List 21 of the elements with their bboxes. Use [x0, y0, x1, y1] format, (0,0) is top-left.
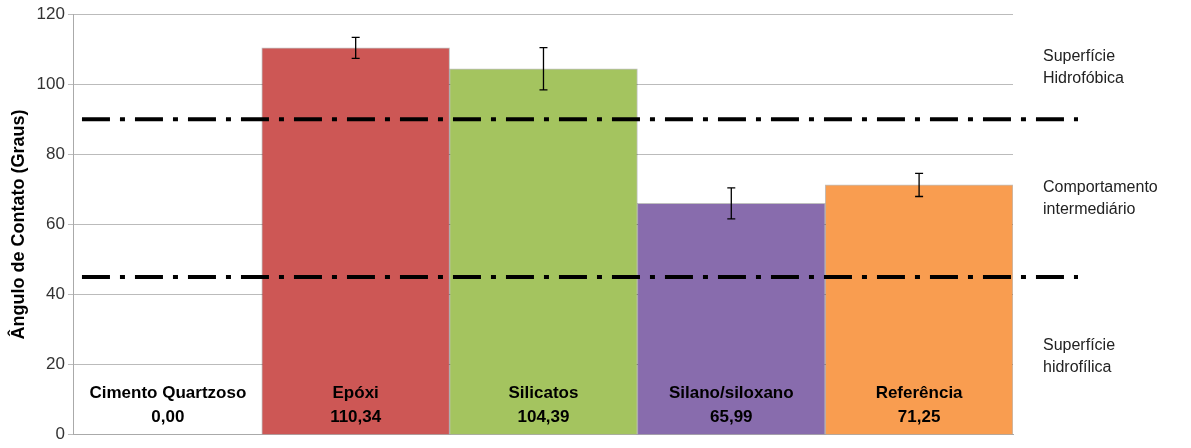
- x-tick-label: Cimento Quartzoso: [89, 382, 247, 402]
- data-label: 0,00: [151, 406, 185, 426]
- data-label: 71,25: [897, 406, 941, 426]
- y-tick-label: 40: [46, 284, 65, 304]
- y-tick-label: 60: [46, 214, 65, 234]
- y-tick-label: 120: [36, 3, 65, 23]
- data-label: 65,99: [710, 406, 753, 426]
- y-axis-title: Ângulo de Contato (Graus): [6, 109, 28, 340]
- text: Superfície hidrofílica: [1043, 335, 1116, 375]
- y-tick-label: 20: [46, 354, 65, 374]
- x-tick-label: Silicatos: [508, 382, 579, 402]
- text: Superfície Hidrofóbica: [1043, 46, 1125, 86]
- data-label: 110,34: [330, 406, 382, 426]
- data-label: 104,39: [517, 406, 570, 426]
- y-tick-label: 0: [55, 424, 65, 444]
- x-tick-label: Referência: [875, 382, 964, 402]
- y-tick-label: 100: [36, 73, 65, 93]
- y-tick-label: 80: [46, 143, 65, 163]
- x-tick-label: Silano/siloxano: [668, 382, 794, 402]
- text: Comportamento intermediário: [1043, 178, 1158, 218]
- x-tick-label: Epóxi: [332, 382, 379, 402]
